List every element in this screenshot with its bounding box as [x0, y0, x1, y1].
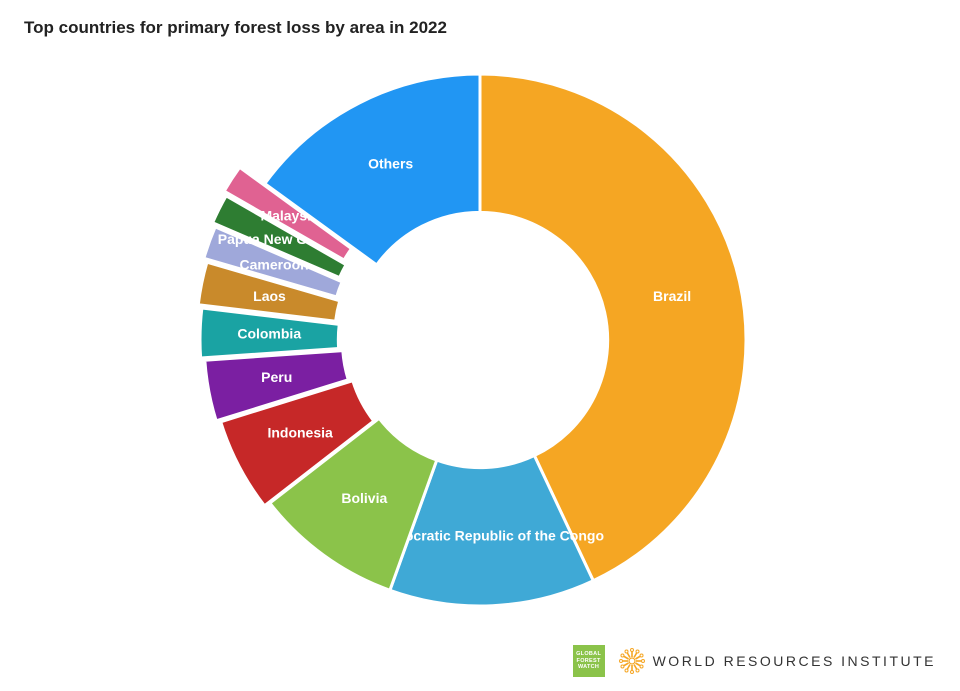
- gfw-line3: WATCH: [578, 664, 599, 671]
- attribution-footer: GLOBAL FOREST WATCH WORLD RESOURCES INST…: [573, 645, 936, 677]
- wri-attribution: WORLD RESOURCES INSTITUTE: [619, 648, 936, 674]
- donut-chart: BrazilDemocratic Republic of the CongoBo…: [0, 60, 960, 620]
- gfw-logo: GLOBAL FOREST WATCH: [573, 645, 605, 677]
- chart-title: Top countries for primary forest loss by…: [24, 18, 447, 38]
- wri-logo-icon: [619, 648, 645, 674]
- wri-text: WORLD RESOURCES INSTITUTE: [653, 653, 936, 669]
